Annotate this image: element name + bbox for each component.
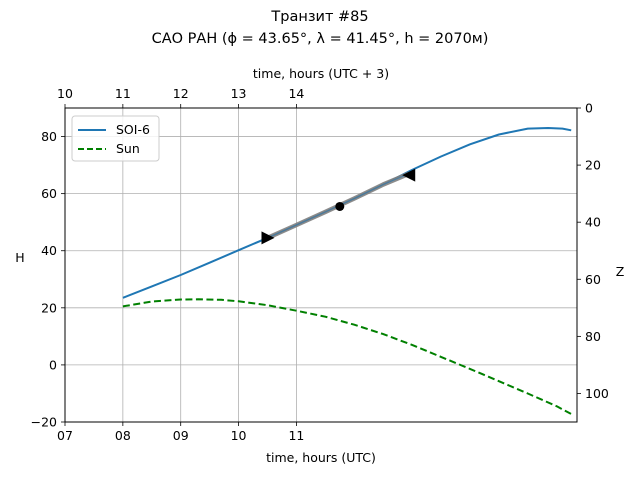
x2-tick-label: 13: [231, 86, 247, 101]
y2-tick-label: 40: [585, 215, 601, 230]
y2-tick-label: 20: [585, 158, 601, 173]
y-tick-label: 80: [41, 129, 57, 144]
y2-tick-label: 0: [585, 101, 593, 116]
y-tick-label: 0: [49, 357, 57, 372]
marker-transit-start: [261, 231, 275, 245]
legend-label-soi6: SOI-6: [116, 122, 150, 137]
legend-label-sun: Sun: [116, 141, 140, 156]
y2-tick-label: 100: [585, 386, 609, 401]
y-tick-label: 40: [41, 243, 57, 258]
x2-tick-label: 10: [57, 86, 73, 101]
axes-ticks: 07 08 09 10 11 10 11 12 13 14 −20 0 20 40 60 80 0 20 40 60 8…: [31, 86, 609, 443]
legend-box: [71, 115, 160, 162]
legend: SOI-6 Sun: [71, 115, 160, 162]
y2-tick-label: 80: [585, 329, 601, 344]
x-tick-label: 10: [231, 428, 247, 443]
series-line-sun: [122, 298, 572, 415]
x2-tick-label: 14: [288, 86, 304, 101]
marker-transit-mid: [335, 201, 345, 211]
x-tick-label: 11: [288, 428, 304, 443]
x-tick-label: 07: [57, 428, 73, 443]
chart-subtitle: САО РАН (ϕ = 43.65°, λ = 41.45°, h = 207…: [152, 31, 489, 47]
x-tick-label: 09: [173, 428, 189, 443]
x2-tick-label: 11: [115, 86, 131, 101]
x2-axis-label: time, hours (UTC + 3): [253, 66, 389, 81]
y-axis-label: H: [15, 250, 24, 265]
y2-axis-label: Z: [616, 264, 625, 279]
y2-tick-label: 60: [585, 272, 601, 287]
plot-frame: [64, 107, 578, 423]
x-tick-label: 08: [115, 428, 131, 443]
plot-series: [122, 127, 572, 415]
chart-title: Транзит #85: [270, 9, 368, 25]
x2-tick-label: 12: [173, 86, 189, 101]
y-tick-label: 20: [41, 300, 57, 315]
x-axis-label: time, hours (UTC): [266, 450, 376, 465]
y-tick-label: −20: [31, 415, 57, 430]
y-tick-label: 60: [41, 186, 57, 201]
marker-transit-end: [402, 168, 416, 182]
series-line-soi6: [122, 127, 572, 299]
